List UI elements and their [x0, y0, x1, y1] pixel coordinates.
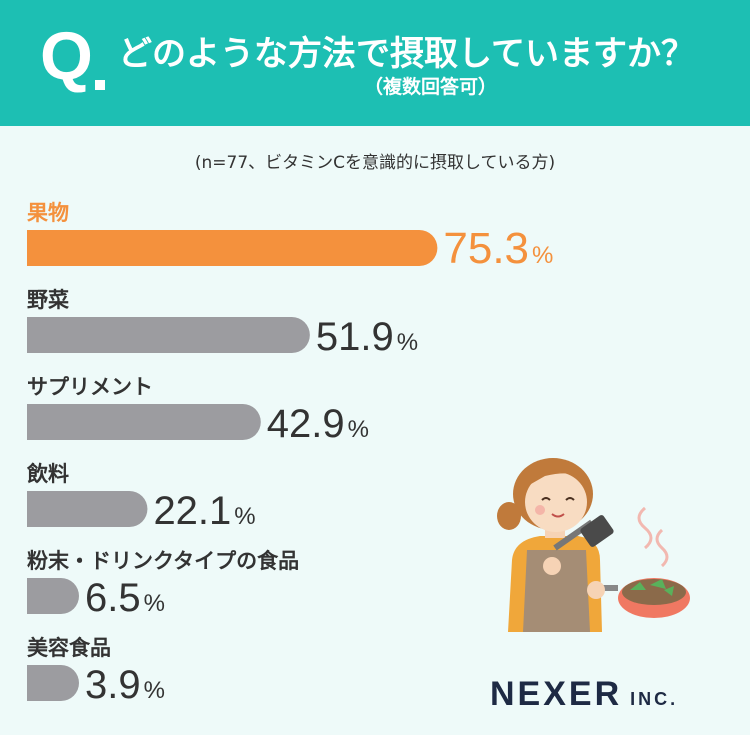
bar [27, 665, 79, 701]
question-title: どのような方法で摂取していますか？ [118, 34, 695, 74]
logo-suffix: INC. [630, 689, 679, 709]
category-label: 粉末・ドリンクタイプの食品 [27, 549, 299, 573]
value-label: 3.9% [85, 663, 165, 707]
logo-main: NEXER [490, 675, 623, 713]
sample-note: (n=77、ビタミンCを意識的に摂取している方) [194, 153, 556, 173]
bar [27, 404, 261, 440]
bar [27, 491, 148, 527]
category-label: 野菜 [27, 288, 69, 312]
category-label: サプリメント [27, 375, 153, 399]
question-subtitle: （複数回答可） [364, 76, 498, 98]
category-label: 美容食品 [27, 636, 111, 660]
bar [27, 578, 79, 614]
value-label: 51.9% [316, 315, 418, 359]
category-label: 飲料 [26, 462, 69, 486]
value-label: 42.9% [267, 402, 369, 446]
bar [27, 317, 310, 353]
header-banner: Q どのような方法で摂取していますか？ （複数回答可） [0, 0, 750, 126]
question-mark-label: Q [40, 18, 93, 94]
bar [27, 230, 438, 266]
value-label: 22.1% [153, 489, 255, 533]
category-label: 果物 [27, 201, 69, 225]
question-dot [95, 80, 105, 90]
company-logo: NEXER INC. [490, 675, 678, 714]
value-label: 6.5% [85, 576, 165, 620]
value-label: 75.3% [443, 224, 553, 273]
